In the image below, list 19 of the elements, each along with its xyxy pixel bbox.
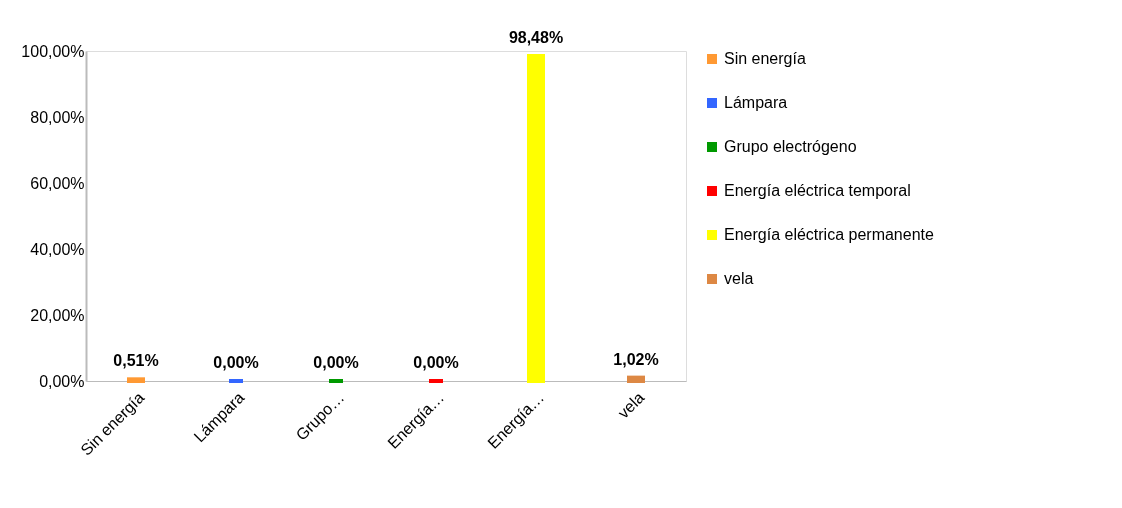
data-label: 0,00% [313, 354, 359, 371]
legend-label: Energía eléctrica temporal [724, 182, 911, 199]
legend-label: Sin energía [724, 50, 806, 67]
y-tick-label: 80,00% [30, 108, 85, 126]
y-tick-label: 20,00% [30, 306, 85, 324]
legend-label: Energía eléctrica permanente [724, 226, 934, 243]
legend-label: Lámpara [724, 94, 788, 111]
x-tick-label: vela [614, 388, 648, 422]
data-label: 0,00% [413, 354, 459, 371]
y-tick-label: 40,00% [30, 240, 85, 258]
legend-label: Grupo electrógeno [724, 138, 857, 155]
data-label: 0,00% [213, 354, 259, 371]
data-label: 1,02% [613, 350, 659, 368]
legend-label: vela [724, 270, 754, 287]
y-tick-label: 60,00% [30, 174, 85, 192]
data-label: 98,48% [508, 29, 564, 47]
y-tick-label: 100,00% [21, 42, 85, 60]
data-label: 0,51% [113, 352, 159, 370]
y-tick-label: 0,00% [39, 372, 85, 390]
